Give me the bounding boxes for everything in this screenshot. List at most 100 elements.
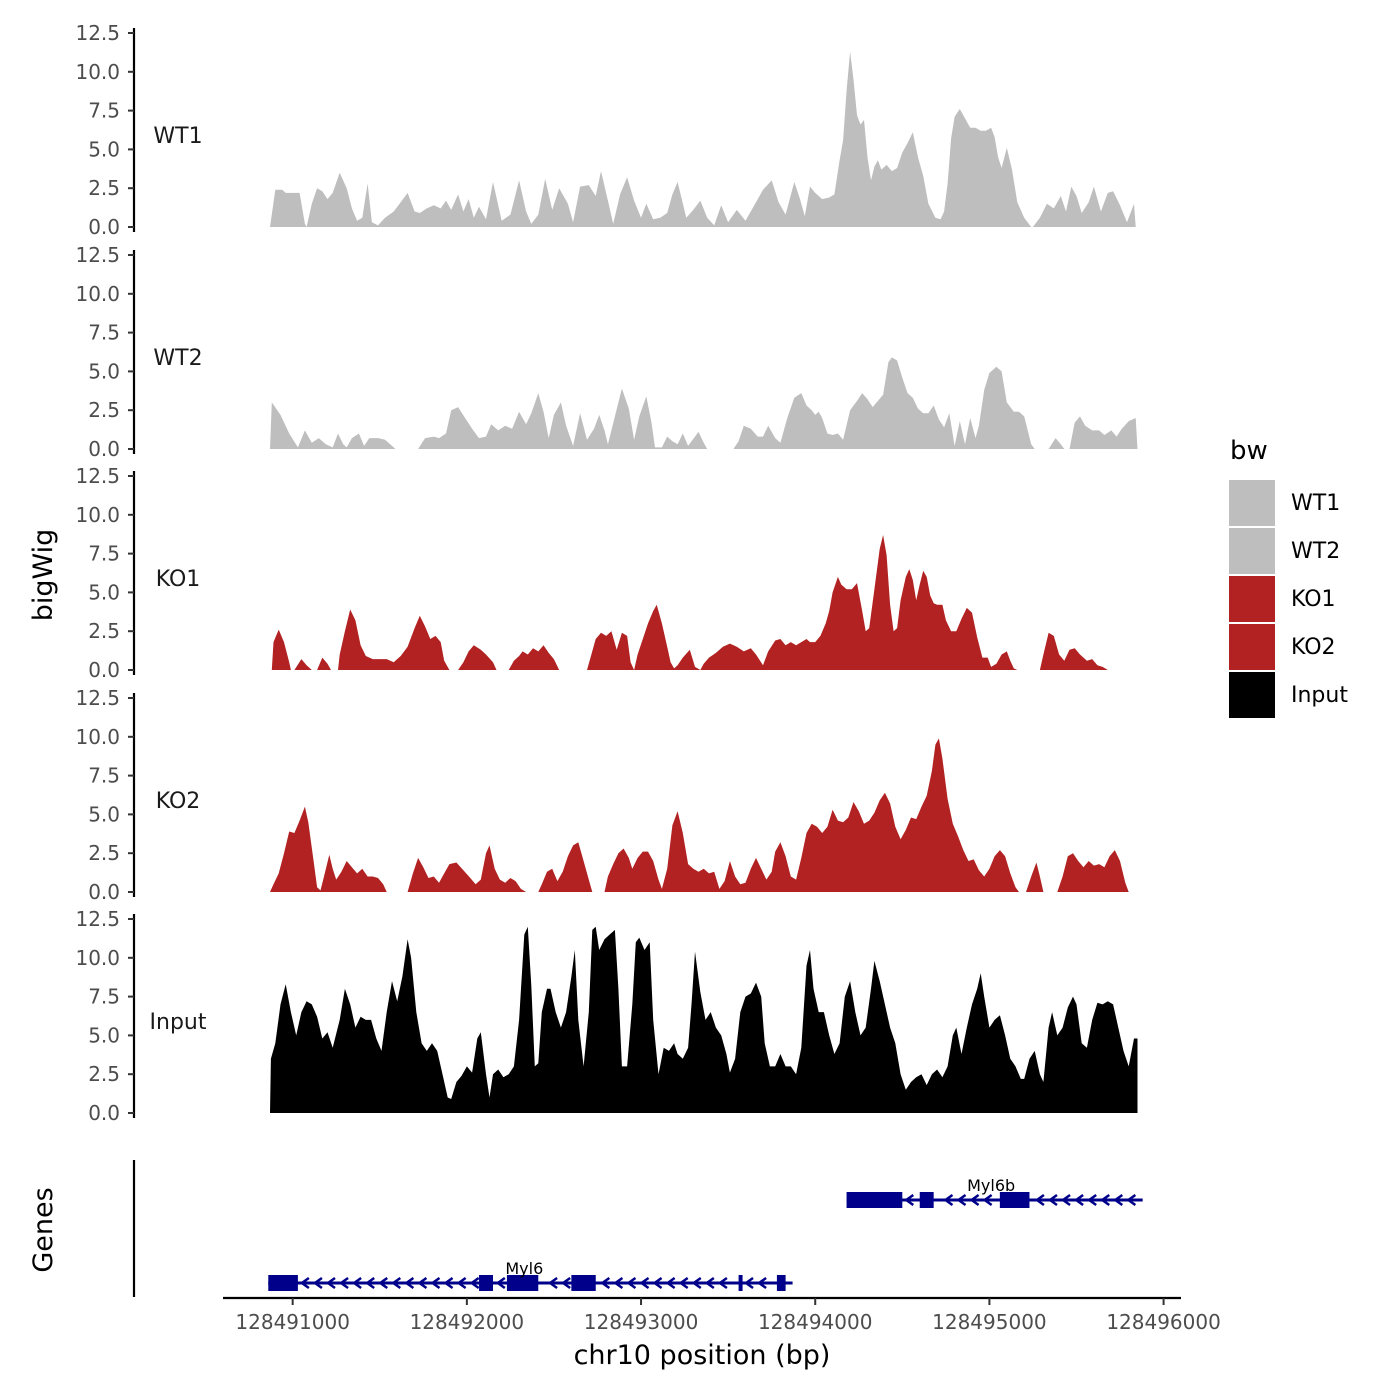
- legend-label-input: Input: [1291, 683, 1348, 708]
- legend-title: bw: [1230, 436, 1268, 466]
- strand-arrow: [956, 1193, 967, 1207]
- legend-swatch-input: [1229, 672, 1275, 718]
- strand-arrow: [1113, 1193, 1124, 1207]
- area-input: [270, 926, 1138, 1113]
- y-tick-label: 5.0: [88, 1023, 120, 1047]
- exon: [268, 1275, 298, 1291]
- legend-label-wt1: WT1: [1291, 491, 1340, 516]
- track-label-ko1: KO1: [156, 567, 201, 592]
- x-tick-label: 128494000: [758, 1310, 873, 1334]
- strand-arrow: [943, 1193, 954, 1207]
- area-ko1: [271, 535, 1108, 670]
- strand-arrow: [351, 1276, 362, 1290]
- gene-label-myl6: Myl6: [505, 1259, 543, 1278]
- strand-arrow: [560, 1276, 571, 1290]
- strand-arrow: [600, 1276, 611, 1290]
- genes-panel-title: Genes: [28, 1187, 59, 1272]
- strand-arrow: [430, 1276, 441, 1290]
- y-tick-label: 7.5: [88, 985, 120, 1009]
- track-label-input: Input: [150, 1010, 207, 1035]
- strand-arrow: [982, 1193, 993, 1207]
- x-tick-label: 128496000: [1106, 1310, 1221, 1334]
- legend-swatch-wt1: [1229, 480, 1275, 526]
- y-tick-label: 2.5: [88, 841, 120, 865]
- strand-arrow: [299, 1276, 310, 1290]
- strand-arrow: [1034, 1193, 1045, 1207]
- y-tick-label: 5.0: [88, 802, 120, 826]
- track-wt2: 0.0 2.5 5.0 7.5 10.0 12.5 WT2: [75, 243, 1138, 461]
- exon: [738, 1275, 743, 1291]
- track-wt1: 0.0 2.5 5.0 7.5 10.0 12.5 WT1: [75, 21, 1136, 239]
- strand-arrow: [378, 1276, 388, 1290]
- track-label-wt1: WT1: [153, 124, 202, 149]
- strand-arrow: [325, 1276, 336, 1290]
- y-tick-label: 0.0: [88, 1101, 120, 1125]
- y-tick-label: 12.5: [75, 464, 120, 488]
- y-tick-label: 7.5: [88, 542, 120, 566]
- y-tick-label: 10.0: [75, 725, 120, 749]
- y-tick-label: 0.0: [88, 658, 120, 682]
- strand-arrow: [613, 1276, 624, 1290]
- y-tick-label: 0.0: [88, 880, 120, 904]
- y-tick-label: 7.5: [88, 764, 120, 788]
- strand-arrow: [652, 1276, 663, 1290]
- y-axis-title: bigWig: [28, 529, 59, 622]
- exon: [919, 1192, 934, 1208]
- gene-myl6b: Myl6b: [846, 1176, 1143, 1208]
- track-ko2: 0.0 2.5 5.0 7.5 10.0 12.5 KO2: [75, 686, 1129, 904]
- track-label-ko2: KO2: [156, 789, 201, 814]
- y-tick-label: 7.5: [88, 99, 120, 123]
- y-tick-label: 2.5: [88, 176, 120, 200]
- strand-arrow: [704, 1276, 715, 1290]
- area-ko2: [270, 738, 1129, 892]
- strand-arrow: [417, 1276, 428, 1290]
- y-tick-label: 12.5: [75, 243, 120, 267]
- legend-swatch-ko2: [1229, 624, 1275, 670]
- strand-arrow: [1100, 1193, 1110, 1207]
- exon: [846, 1192, 903, 1208]
- strand-arrow: [495, 1276, 506, 1290]
- strand-arrow: [665, 1276, 676, 1290]
- y-tick-label: 2.5: [88, 398, 120, 422]
- strand-arrow: [639, 1276, 650, 1290]
- strand-arrow: [338, 1276, 349, 1290]
- strand-arrow: [626, 1276, 637, 1290]
- strand-arrow: [404, 1276, 415, 1290]
- y-tick-label: 7.5: [88, 321, 120, 345]
- y-tick-label: 12.5: [75, 686, 120, 710]
- strand-arrow: [691, 1276, 702, 1290]
- area-wt2: [270, 357, 1138, 449]
- strand-arrow: [456, 1276, 467, 1290]
- track-label-wt2: WT2: [153, 346, 202, 371]
- strand-arrow: [443, 1276, 454, 1290]
- area-wt1: [270, 51, 1136, 227]
- genes-panel: Myl6 Myl6b: [132, 1160, 1143, 1297]
- x-axis-title: chr10 position (bp): [574, 1340, 831, 1371]
- exon: [479, 1275, 493, 1291]
- y-tick-label: 0.0: [88, 437, 120, 461]
- x-tick-label: 128491000: [235, 1310, 350, 1334]
- y-tick-label: 10.0: [75, 60, 120, 84]
- y-tick-label: 12.5: [75, 907, 120, 931]
- strand-arrow: [391, 1276, 402, 1290]
- strand-arrow: [1060, 1193, 1071, 1207]
- exon: [776, 1275, 786, 1291]
- y-tick-label: 5.0: [88, 359, 120, 383]
- strand-arrow: [312, 1276, 323, 1290]
- legend-swatch-wt2: [1229, 528, 1275, 574]
- strand-arrow: [1047, 1193, 1058, 1207]
- strand-arrow: [1073, 1193, 1084, 1207]
- exon: [999, 1192, 1030, 1208]
- strand-arrow: [678, 1276, 689, 1290]
- gene-label-myl6b: Myl6b: [967, 1176, 1015, 1195]
- legend-label-wt2: WT2: [1291, 539, 1340, 564]
- y-tick-label: 2.5: [88, 619, 120, 643]
- strand-arrow: [469, 1276, 480, 1290]
- signal-tracks: 0.0 2.5 5.0 7.5 10.0 12.5 WT1 0.0 2.5 5.0 7.5 10.0 1…: [75, 21, 1138, 1125]
- strand-arrow: [969, 1193, 980, 1207]
- x-tick-label: 128493000: [584, 1310, 699, 1334]
- y-tick-label: 10.0: [75, 282, 120, 306]
- strand-arrow: [365, 1276, 375, 1290]
- legend-label-ko2: KO2: [1291, 635, 1336, 660]
